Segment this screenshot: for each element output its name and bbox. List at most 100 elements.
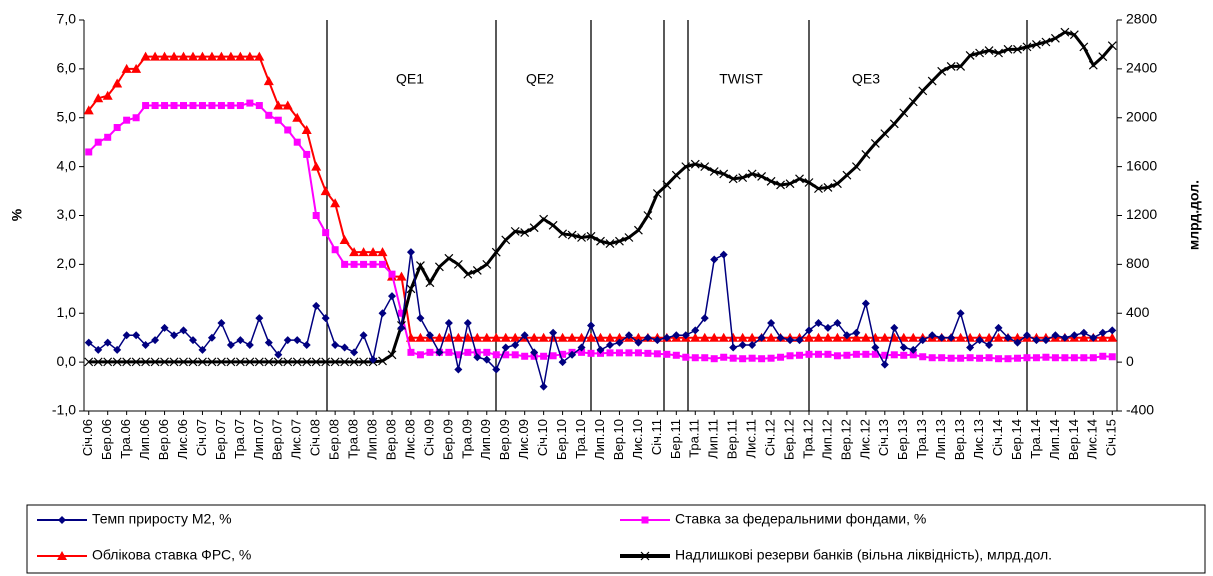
point	[578, 348, 586, 356]
point	[1108, 353, 1116, 361]
point	[615, 236, 624, 246]
point	[388, 270, 396, 278]
y-tick-label: 2,0	[57, 255, 77, 271]
point	[567, 230, 577, 240]
y2-tick-label: 800	[1126, 255, 1150, 271]
point	[198, 102, 206, 110]
point	[1023, 354, 1031, 362]
point	[416, 261, 425, 271]
point	[634, 338, 643, 347]
point	[510, 226, 520, 236]
point	[690, 332, 701, 342]
point	[757, 333, 766, 342]
point	[435, 348, 444, 357]
point	[1079, 328, 1088, 337]
x-tick-label: Бер.07	[213, 419, 228, 460]
point	[159, 51, 170, 61]
point	[1004, 333, 1013, 342]
point	[501, 343, 510, 352]
point	[842, 170, 852, 180]
x-tick-label: Лип.08	[364, 419, 379, 460]
point	[700, 162, 710, 172]
annotation: QE2	[526, 71, 554, 87]
point	[899, 343, 908, 352]
point	[407, 348, 415, 356]
point	[131, 357, 141, 367]
point	[415, 332, 426, 342]
x-tick-label: Бер.10	[554, 419, 569, 460]
y-axis-title: %	[9, 208, 25, 221]
x-tick-label: Лип.14	[1047, 419, 1062, 460]
point	[766, 176, 776, 186]
point	[900, 351, 908, 359]
point	[284, 126, 292, 134]
point	[510, 332, 521, 342]
point	[777, 353, 785, 361]
point	[331, 246, 339, 254]
x-tick-label: Вер.07	[270, 419, 285, 460]
legend-label: Надлишкові резерви банків (вільна ліквід…	[675, 547, 1052, 563]
point	[549, 328, 558, 337]
x-tick-label: Лис.07	[289, 419, 304, 459]
x-tick-label: Тра.11	[687, 419, 702, 458]
point	[416, 314, 425, 323]
point	[586, 332, 597, 342]
point	[1041, 336, 1050, 345]
point	[1099, 352, 1107, 360]
point	[994, 323, 1003, 332]
point	[340, 357, 350, 367]
point	[321, 314, 330, 323]
x-tick-label: Січ.08	[308, 419, 323, 456]
x-tick-label: Вер.06	[156, 419, 171, 460]
point	[1061, 354, 1069, 362]
x-tick-label: Вер.14	[1066, 419, 1081, 460]
point	[947, 354, 955, 362]
point	[880, 360, 889, 369]
point	[786, 336, 795, 345]
point	[453, 259, 463, 269]
point	[928, 354, 936, 362]
point	[1022, 42, 1032, 52]
point	[180, 102, 188, 110]
point	[311, 161, 322, 171]
point	[501, 235, 511, 245]
point	[369, 355, 378, 364]
x-tick-label: Січ.12	[763, 419, 778, 456]
x-tick-label: Січ.14	[990, 419, 1005, 456]
point	[956, 62, 966, 71]
point	[529, 223, 539, 233]
point	[254, 51, 265, 61]
x-tick-label: Бер.11	[668, 419, 683, 459]
x-tick-label: Вер.12	[838, 419, 853, 460]
point	[833, 319, 842, 328]
point	[434, 332, 445, 342]
y2-axis-title: млрд.дол.	[1186, 180, 1202, 250]
point	[796, 351, 804, 359]
y-tick-label: 5,0	[57, 108, 77, 124]
point	[103, 357, 113, 367]
point	[434, 262, 444, 272]
point	[369, 260, 377, 268]
y-tick-label: 1,0	[57, 304, 77, 320]
point	[871, 343, 880, 352]
point	[557, 332, 568, 342]
point	[644, 349, 652, 357]
point	[1051, 354, 1059, 362]
point	[1013, 44, 1022, 54]
point	[691, 354, 699, 362]
point	[766, 332, 777, 342]
x-tick-label: Вер.13	[952, 419, 967, 460]
point	[378, 309, 387, 318]
point	[320, 186, 331, 196]
point	[643, 211, 653, 220]
point	[709, 167, 719, 176]
point	[140, 51, 151, 61]
point	[624, 331, 633, 340]
x-tick-label: Лип.12	[819, 419, 834, 460]
point	[1012, 332, 1023, 342]
point	[339, 234, 350, 244]
point	[758, 355, 766, 363]
point	[226, 341, 235, 350]
point	[102, 90, 113, 100]
point	[282, 100, 293, 110]
